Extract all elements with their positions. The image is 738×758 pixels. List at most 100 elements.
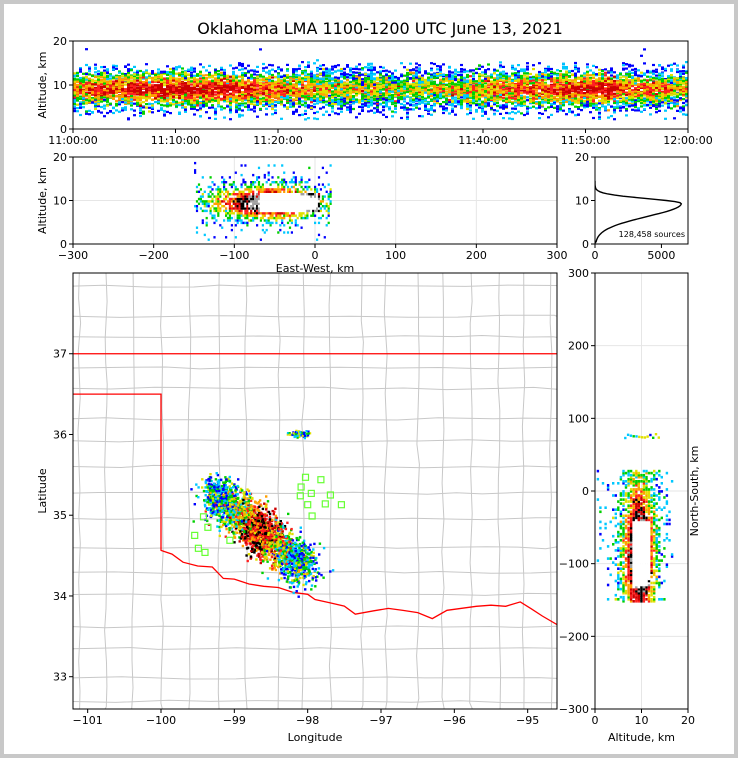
th-cell	[283, 78, 286, 81]
th-cell	[82, 79, 85, 82]
th-cell	[97, 103, 100, 106]
th-cell	[298, 105, 301, 108]
th-cell	[406, 87, 409, 90]
th-cell	[316, 77, 319, 80]
th-cell	[424, 70, 427, 73]
th-cell	[265, 81, 268, 84]
th-cell	[391, 97, 394, 101]
th-cell	[190, 99, 193, 102]
th-cell	[337, 86, 340, 89]
th-cell	[349, 76, 352, 79]
th-cell	[241, 80, 244, 83]
th-cell	[418, 115, 421, 118]
th-cell	[400, 84, 403, 87]
th-cell	[229, 64, 232, 67]
th-cell	[94, 63, 97, 66]
th-cell	[256, 65, 259, 68]
th-cell	[262, 69, 265, 72]
th-cell	[448, 94, 451, 98]
th-cell	[340, 96, 343, 99]
th-cell	[391, 94, 394, 97]
th-cell	[166, 110, 169, 113]
th-cell	[349, 67, 352, 70]
th-cell	[169, 112, 172, 115]
th-cell	[169, 77, 172, 80]
th-cell	[433, 104, 436, 107]
th-cell	[274, 111, 277, 115]
th-cell	[304, 69, 307, 72]
th-cell	[325, 75, 328, 78]
th-cell	[397, 92, 400, 95]
th-cell	[265, 87, 268, 90]
th-cell	[295, 74, 298, 77]
th-cell	[103, 65, 106, 69]
th-cell	[412, 86, 415, 89]
th-cell	[379, 111, 382, 114]
th-cell	[292, 73, 295, 76]
th-cell	[349, 70, 352, 73]
th-cell	[274, 105, 277, 108]
th-cell	[178, 73, 181, 76]
th-cell	[127, 78, 130, 81]
th-cell	[370, 96, 373, 99]
th-cell	[346, 96, 349, 99]
th-cell	[343, 97, 346, 100]
th-cell	[295, 77, 298, 80]
th-cell	[130, 75, 133, 78]
th-cell	[262, 103, 265, 106]
th-cell	[289, 91, 292, 94]
th-cell	[409, 92, 412, 95]
th-cell	[382, 83, 385, 86]
th-cell	[250, 87, 253, 91]
th-cell	[280, 93, 283, 96]
th-cell	[271, 107, 274, 111]
th-cell	[418, 82, 421, 85]
th-cell	[325, 73, 328, 76]
th-cell	[334, 100, 337, 103]
th-cell	[406, 107, 409, 110]
th-cell	[280, 89, 283, 92]
th-cell	[193, 94, 196, 97]
th-cell	[385, 84, 388, 87]
th-cell	[181, 106, 184, 109]
th-cell	[226, 87, 229, 90]
th-cell	[262, 87, 265, 90]
th-cell	[148, 88, 151, 91]
th-cell	[136, 71, 139, 74]
th-cell	[187, 103, 190, 106]
th-cell	[79, 113, 82, 117]
th-cell	[397, 77, 400, 80]
th-cell	[112, 68, 115, 71]
th-cell	[415, 70, 418, 74]
th-cell	[331, 107, 334, 110]
th-cell	[409, 88, 412, 91]
th-cell	[73, 94, 76, 97]
th-cell	[148, 106, 151, 109]
th-cell	[145, 97, 148, 100]
th-cell	[364, 66, 367, 69]
th-cell	[205, 82, 208, 85]
th-cell	[415, 87, 418, 90]
th-cell	[193, 78, 196, 81]
th-cell	[211, 86, 214, 89]
th-cell	[109, 82, 112, 85]
th-cell	[286, 86, 289, 89]
th-cell	[94, 96, 97, 99]
th-cell	[136, 97, 139, 100]
th-cell	[391, 115, 394, 118]
th-cell	[187, 101, 190, 104]
th-cell	[88, 73, 91, 76]
th-cell	[340, 80, 343, 83]
th-cell	[202, 66, 205, 69]
th-cell	[169, 81, 172, 85]
th-cell	[334, 76, 337, 79]
th-cell	[202, 92, 205, 95]
th-cell	[286, 107, 289, 110]
th-cell	[148, 74, 151, 77]
th-cell	[283, 79, 286, 82]
th-cell	[397, 100, 400, 103]
th-cell	[142, 73, 145, 76]
th-cell	[157, 90, 160, 94]
th-cell	[331, 96, 334, 99]
th-cell	[286, 76, 289, 79]
